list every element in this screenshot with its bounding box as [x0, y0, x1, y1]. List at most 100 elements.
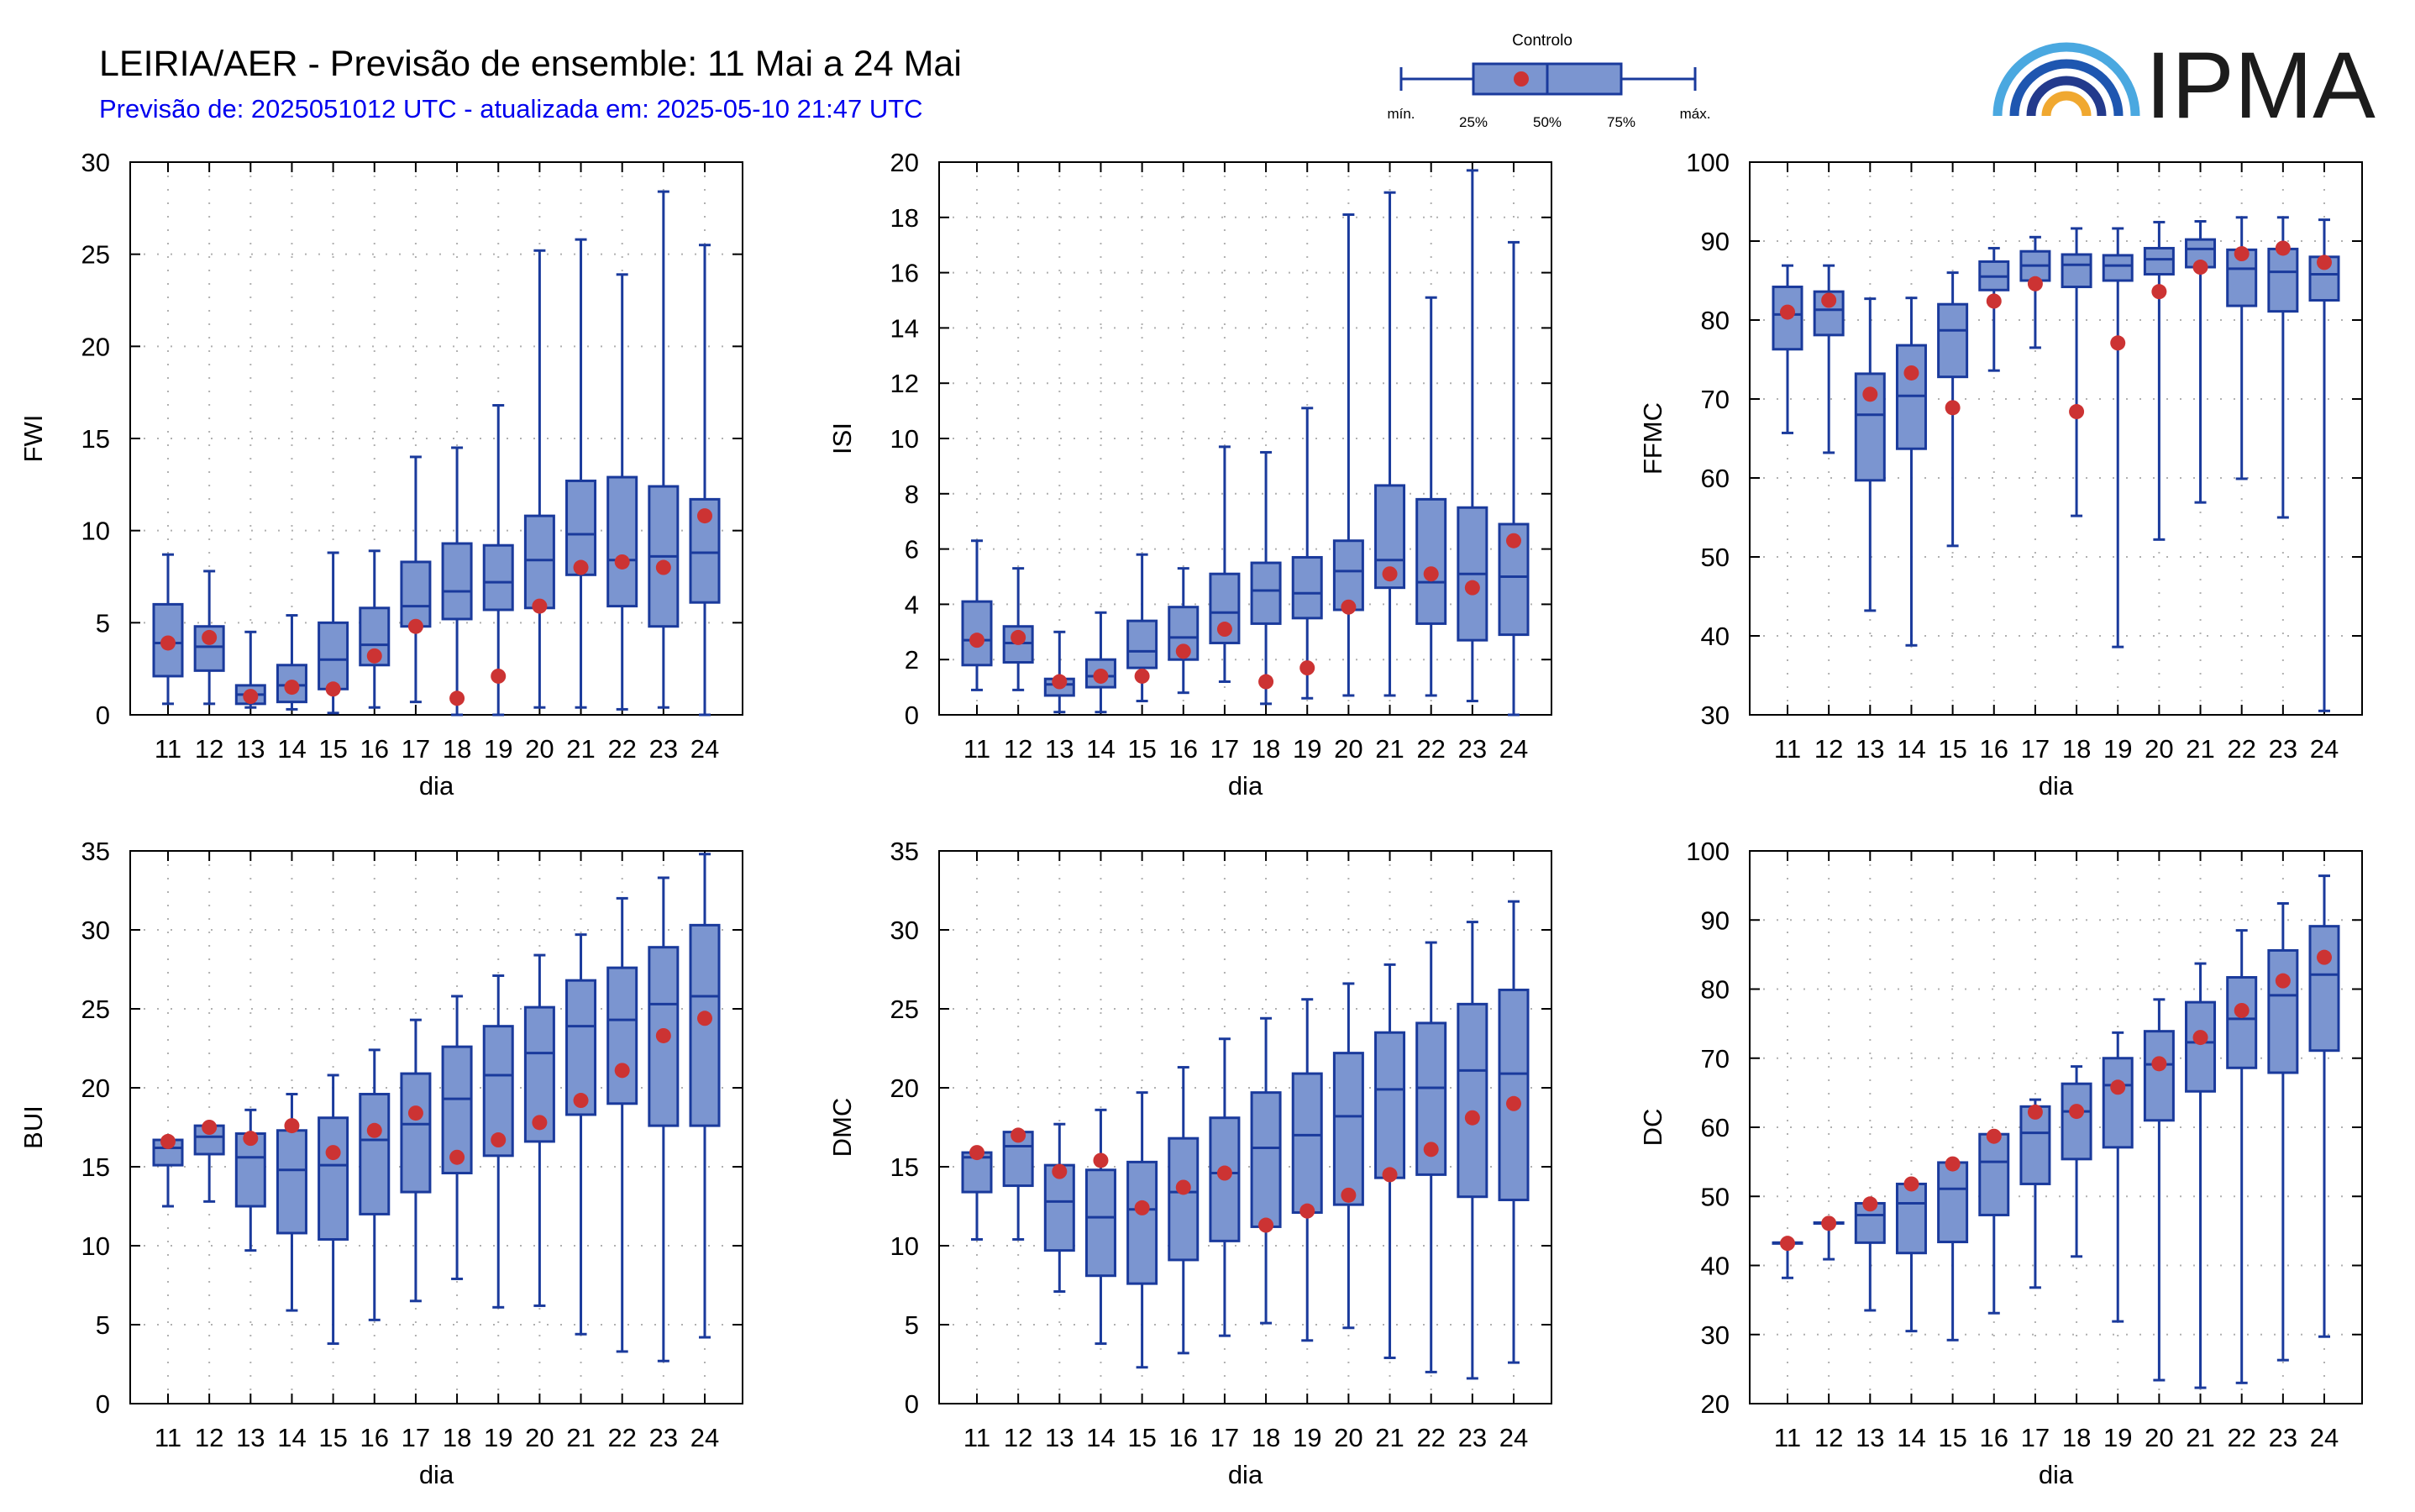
- quartile-box: [2308, 925, 2340, 1053]
- x-tick-label: 23: [649, 1423, 678, 1452]
- quartile-box: [1332, 539, 1364, 612]
- quartile-box: [1126, 619, 1158, 669]
- x-tick-label: 22: [1416, 734, 1445, 764]
- control-dot: [1052, 674, 1068, 690]
- plot-frame: [938, 850, 1552, 1404]
- legend-title: Controlo: [1512, 32, 1572, 50]
- y-tick-label: 25: [890, 995, 919, 1024]
- x-tick-label: 11: [1774, 1423, 1801, 1452]
- quartile-box: [400, 1072, 432, 1194]
- y-tick-label: 5: [96, 1310, 110, 1340]
- x-tick-label: 24: [690, 1423, 719, 1452]
- control-dot: [243, 689, 259, 705]
- quartile-box: [1374, 1031, 1406, 1179]
- control-dot: [2027, 1104, 2043, 1120]
- control-dot: [1093, 1152, 1109, 1168]
- quartile-box: [318, 1116, 349, 1241]
- control-dot: [614, 1063, 630, 1079]
- control-dot: [1011, 1127, 1026, 1143]
- x-tick-label: 17: [1210, 1423, 1239, 1452]
- control-dot: [1986, 293, 2002, 309]
- legend-label-q3: 75%: [1607, 114, 1635, 130]
- y-tick-label: 6: [905, 535, 919, 564]
- control-dot: [366, 1122, 382, 1138]
- y-tick-label: 30: [81, 148, 110, 177]
- control-dot: [1903, 1176, 1919, 1192]
- control-dot: [325, 681, 341, 697]
- quartile-box: [1457, 1002, 1488, 1199]
- control-dot: [2234, 1002, 2250, 1018]
- y-tick-label: 20: [890, 148, 919, 177]
- control-dot: [2151, 284, 2167, 300]
- plot-frame: [1749, 850, 2363, 1404]
- y-tick-label: 16: [890, 259, 919, 288]
- y-tick-label: 0: [96, 1389, 110, 1419]
- quartile-box: [441, 542, 473, 621]
- boxplot-legend: Controlo mín. 25% 50% 75% máx.: [1387, 32, 1710, 130]
- quartile-box: [1895, 1182, 1927, 1255]
- control-dot: [1382, 566, 1398, 582]
- control-dot: [532, 598, 548, 614]
- control-dot: [2110, 335, 2126, 351]
- control-dot: [1134, 668, 1150, 684]
- control-dot: [969, 1145, 984, 1161]
- y-tick-label: 2: [905, 645, 919, 675]
- control-dot: [697, 508, 712, 524]
- x-tick-label: 23: [1458, 734, 1487, 764]
- x-tick-label: 20: [1334, 1423, 1362, 1452]
- control-dot: [449, 690, 465, 706]
- x-tick-label: 13: [236, 1423, 265, 1452]
- control-dot: [202, 1120, 218, 1135]
- quartile-box: [1250, 1091, 1282, 1228]
- y-tick-label: 40: [1701, 622, 1730, 651]
- y-axis-title: FWI: [18, 415, 48, 463]
- control-dot: [573, 1093, 589, 1109]
- control-dot: [655, 559, 671, 575]
- control-dot: [1341, 599, 1357, 615]
- y-tick-label: 8: [905, 480, 919, 509]
- y-tick-label: 10: [890, 424, 919, 454]
- x-tick-label: 15: [1938, 734, 1966, 764]
- y-tick-label: 20: [81, 1074, 110, 1103]
- quartile-box: [1332, 1052, 1364, 1206]
- x-tick-label: 23: [1458, 1423, 1487, 1452]
- control-dot: [1299, 660, 1315, 676]
- y-tick-label: 70: [1701, 1044, 1730, 1074]
- quartile-box: [1813, 290, 1845, 337]
- y-tick-label: 50: [1701, 1182, 1730, 1211]
- control-dot: [1093, 668, 1109, 684]
- control-dot: [160, 1133, 176, 1149]
- quartile-box: [523, 1005, 555, 1143]
- y-tick-label: 14: [890, 313, 919, 343]
- control-dot: [1780, 304, 1795, 320]
- quartile-box: [1937, 1161, 1969, 1244]
- control-dot: [1011, 629, 1026, 645]
- x-tick-label: 17: [2021, 734, 2050, 764]
- y-tick-label: 5: [905, 1310, 919, 1340]
- y-axis-title: BUI: [18, 1105, 48, 1149]
- x-tick-label: 16: [1169, 1423, 1198, 1452]
- x-tick-label: 19: [1293, 734, 1321, 764]
- y-tick-label: 20: [890, 1074, 919, 1103]
- quartile-box: [2102, 1057, 2134, 1149]
- control-dot: [1862, 1196, 1878, 1212]
- x-tick-label: 18: [2062, 1423, 2091, 1452]
- logo-arc-mid: [2009, 59, 2124, 117]
- quartile-box: [565, 479, 597, 576]
- control-dot: [532, 1115, 548, 1131]
- x-tick-label: 15: [1127, 1423, 1156, 1452]
- x-tick-label: 22: [1416, 1423, 1445, 1452]
- quartile-box: [1250, 561, 1282, 625]
- ipma-logo: IPMA: [1992, 34, 2376, 134]
- quartile-box: [2226, 976, 2258, 1069]
- x-tick-label: 12: [1004, 1423, 1032, 1452]
- y-tick-label: 15: [81, 1152, 110, 1182]
- x-tick-label: 18: [443, 1423, 471, 1452]
- quartile-box: [1498, 988, 1530, 1201]
- x-tick-label: 16: [1980, 734, 2008, 764]
- y-tick-label: 25: [81, 995, 110, 1024]
- quartile-box: [2102, 254, 2134, 282]
- control-dot: [1986, 1128, 2002, 1144]
- x-axis-title: dia: [2039, 771, 2074, 801]
